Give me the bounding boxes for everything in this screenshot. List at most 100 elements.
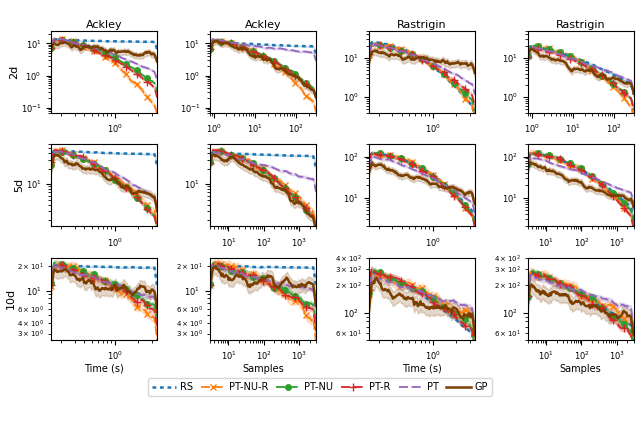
PT-NU-R (598, 303, 605, 308)
PT-NU (309, 215, 317, 220)
PT-NU (439, 71, 447, 76)
PT-R (553, 155, 561, 160)
RS (266, 152, 273, 157)
PT-NU (547, 153, 555, 158)
PT (206, 162, 214, 167)
PT-NU-R (132, 303, 140, 309)
PT-NU-R (47, 283, 55, 288)
PT (280, 169, 288, 174)
PT-NU-R (388, 44, 396, 49)
PT (553, 283, 561, 288)
RS (468, 331, 476, 336)
PT (388, 46, 396, 51)
RS (553, 279, 561, 284)
PT-R (266, 57, 273, 62)
RS (107, 264, 115, 269)
GP (150, 289, 158, 294)
PT-NU (609, 315, 616, 320)
PT (121, 57, 129, 62)
RS (394, 45, 402, 51)
PT-NU (312, 323, 320, 328)
RS (312, 51, 320, 57)
PT (47, 283, 55, 288)
PT-NU (449, 79, 457, 84)
PT-R (425, 172, 433, 177)
PT-R (471, 225, 479, 230)
GP (309, 215, 317, 220)
PT-NU (312, 228, 320, 233)
Title: Rastrigin: Rastrigin (397, 20, 447, 30)
PT-NU (47, 280, 55, 286)
PT-R (528, 45, 536, 50)
PT (309, 287, 317, 292)
PT-NU-R (206, 283, 214, 288)
PT (150, 195, 158, 201)
RS (598, 303, 605, 309)
PT-R (584, 172, 591, 177)
RS (368, 269, 376, 275)
PT-R (312, 227, 320, 232)
PT-NU-R (468, 103, 476, 108)
PT-NU-R (369, 41, 377, 46)
Title: Ackley: Ackley (86, 20, 122, 30)
PT (468, 82, 476, 87)
PT-NU (280, 64, 288, 69)
PT-R (121, 184, 129, 190)
PT-NU (150, 303, 158, 308)
Line: PT-NU: PT-NU (366, 267, 477, 356)
PT-NU (52, 149, 60, 154)
Line: RS: RS (51, 150, 157, 167)
Line: PT-R: PT-R (365, 40, 479, 111)
PT-R (132, 299, 140, 304)
Line: GP: GP (51, 42, 157, 61)
PT (291, 172, 298, 177)
Line: PT-NU: PT-NU (49, 260, 160, 327)
GP (471, 333, 479, 338)
PT (527, 272, 534, 278)
RS (528, 151, 536, 156)
PT (524, 293, 532, 298)
PT-R (291, 72, 298, 78)
PT-R (524, 293, 532, 298)
PT-NU (70, 154, 78, 159)
PT-NU (439, 182, 447, 187)
GP (527, 160, 534, 165)
RS (312, 166, 320, 171)
PT-NU (47, 162, 55, 167)
RS (206, 283, 214, 288)
PT (372, 42, 380, 47)
PT (266, 164, 273, 169)
PT-R (121, 63, 129, 68)
RS (150, 151, 158, 157)
PT-R (213, 147, 221, 153)
PT-NU-R (468, 212, 476, 217)
PT-NU (132, 194, 140, 199)
GP (47, 285, 55, 290)
PT-NU-R (547, 153, 555, 158)
PT-R (132, 194, 140, 199)
RS (425, 170, 433, 175)
GP (132, 191, 140, 196)
PT-R (468, 93, 476, 98)
PT-NU (388, 275, 396, 280)
PT (388, 279, 396, 285)
Line: PT: PT (210, 39, 316, 61)
PT-NU (51, 260, 59, 265)
GP (627, 196, 635, 201)
Y-axis label: 5d: 5d (14, 178, 24, 192)
GP (369, 162, 376, 167)
PT (630, 88, 637, 93)
PT (439, 181, 447, 187)
Line: PT-NU-R: PT-NU-R (365, 40, 478, 120)
PT (439, 66, 447, 71)
PT (547, 160, 555, 166)
PT (449, 71, 457, 76)
RS (121, 265, 129, 270)
PT (236, 271, 243, 276)
PT-NU (365, 51, 372, 56)
PT (394, 48, 402, 54)
PT (70, 153, 78, 158)
PT-NU-R (609, 83, 616, 88)
PT (47, 161, 55, 167)
PT-R (439, 69, 447, 75)
